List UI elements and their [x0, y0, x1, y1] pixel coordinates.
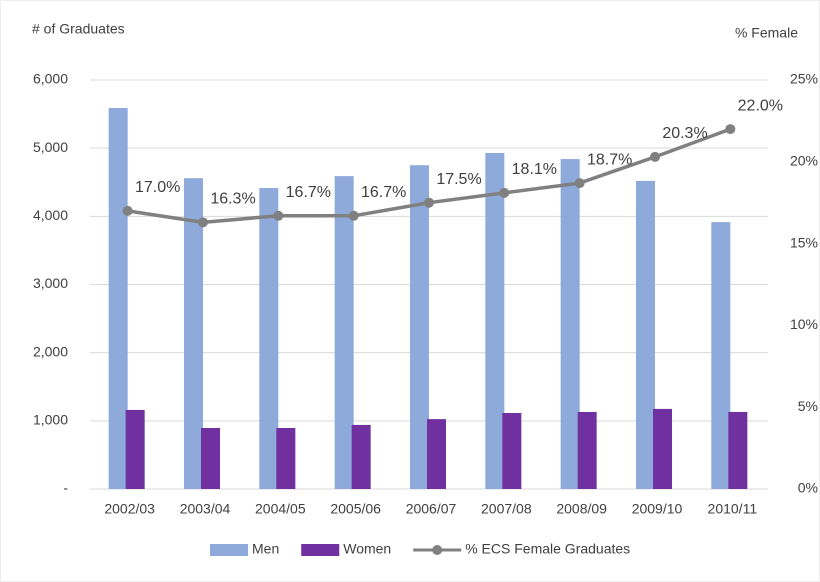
bar: [334, 176, 354, 490]
line-marker: [725, 124, 736, 135]
bar: [201, 427, 220, 489]
x-tick-label: 2006/07: [406, 501, 457, 517]
x-tick-label: 2009/10: [632, 501, 683, 517]
bar: [108, 107, 128, 489]
y-tick-label: 2,000: [33, 343, 68, 359]
data-label: 20.3%: [662, 125, 707, 142]
x-tick-label: 2005/06: [330, 501, 381, 517]
bar: [728, 411, 748, 489]
data-label: 17.5%: [436, 171, 481, 188]
bar: [427, 419, 446, 489]
bar: [410, 165, 429, 490]
data-label: 16.7%: [361, 184, 406, 201]
line-marker: [574, 178, 585, 189]
legend-swatch: [210, 544, 248, 556]
y-tick-label: 3,000: [33, 275, 68, 291]
bar: [351, 424, 371, 489]
data-label: 18.1%: [512, 161, 557, 178]
y2-tick-label: 5%: [798, 398, 818, 414]
bar: [259, 188, 279, 489]
bar: [560, 159, 580, 489]
y2-tick-label: 10%: [790, 316, 818, 332]
legend-label: Women: [343, 541, 391, 557]
y-tick-label: 1,000: [33, 412, 68, 428]
legend-swatch: [432, 545, 443, 555]
line-marker: [499, 187, 510, 198]
y2-tick-label: 15%: [790, 234, 818, 250]
line-marker: [424, 197, 434, 208]
bar: [653, 408, 672, 489]
y2-axis-label: % Female: [735, 25, 798, 41]
x-tick-label: 2004/05: [255, 501, 306, 517]
line-marker: [122, 205, 133, 216]
x-tick-label: 2002/03: [104, 501, 155, 517]
bar: [276, 427, 296, 489]
y2-tick-label: 25%: [790, 71, 818, 87]
bar: [502, 412, 522, 489]
y-axis-label: # of Graduates: [32, 21, 125, 37]
data-label: 18.7%: [587, 151, 632, 168]
bar: [184, 178, 203, 489]
x-tick-label: 2007/08: [481, 501, 532, 517]
line-marker: [273, 210, 284, 221]
x-tick-label: 2010/11: [708, 501, 758, 517]
legend-swatch: [301, 544, 340, 556]
x-tick-label: 2003/04: [180, 501, 231, 517]
data-label: 17.0%: [135, 179, 180, 196]
y-tick-label: 6,000: [33, 71, 68, 87]
y-tick-label: 4,000: [33, 207, 68, 223]
y2-tick-label: 20%: [790, 153, 818, 169]
bar: [577, 411, 597, 489]
x-tick-label: 2008/09: [556, 501, 607, 517]
bar: [485, 152, 505, 489]
data-label: 22.0%: [738, 97, 783, 114]
data-label: 16.7%: [286, 184, 331, 201]
line-marker: [650, 151, 660, 162]
y-tick-label: 5,000: [33, 139, 68, 155]
bar: [711, 222, 731, 489]
line-marker: [348, 210, 359, 221]
y-tick-label: -: [63, 480, 68, 496]
y2-tick-label: 0%: [798, 480, 818, 496]
legend-label: % ECS Female Graduates: [465, 541, 630, 557]
legend-label: Men: [252, 541, 279, 557]
bar: [125, 409, 145, 489]
bar: [636, 180, 655, 490]
data-label: 16.3%: [210, 191, 255, 208]
line-marker: [198, 217, 208, 228]
